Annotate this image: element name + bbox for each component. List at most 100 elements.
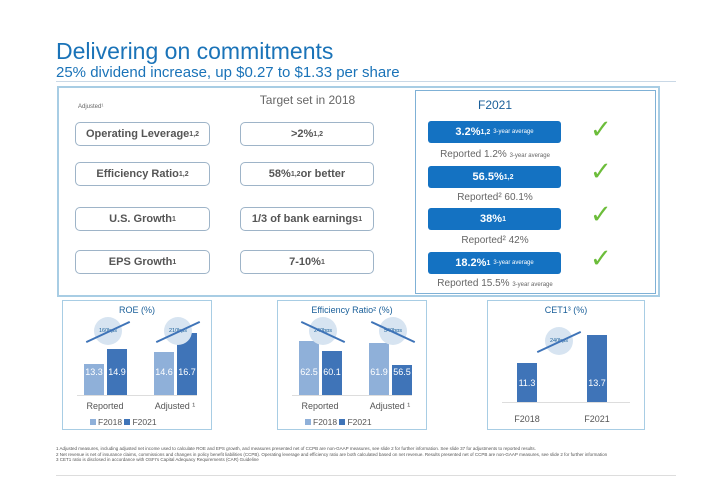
result-number: 38%	[480, 213, 503, 225]
legend-label: F2018	[98, 417, 123, 427]
result-value: 38% 1	[428, 208, 561, 230]
footnote: 1 Adjusted measures, including adjusted …	[56, 446, 536, 451]
result-value: 3.2% 1,2 3-year average	[428, 121, 561, 143]
bar-value: 14.9	[108, 367, 126, 377]
bar	[517, 363, 537, 402]
footnotes: 1 Adjusted measures, including adjusted …	[56, 446, 676, 463]
bar-value: 14.6	[155, 367, 173, 377]
legend-swatch	[339, 419, 346, 425]
bar	[84, 364, 104, 395]
footnote-ref: 1,2	[480, 128, 491, 136]
category-label: Adjusted ¹	[154, 401, 196, 411]
footnote-ref: 1	[486, 259, 491, 267]
result-note: 3-year average	[493, 260, 534, 266]
chart-title: ROE (%)	[119, 305, 155, 315]
footnote-ref: 1	[502, 215, 506, 223]
footnote-ref: 1,2	[503, 173, 514, 181]
legend: F2018 F2021	[90, 417, 157, 427]
result-value: 56.5% 1,2	[428, 166, 561, 188]
reported-value: Reported 1.2% 3-year average	[420, 149, 570, 160]
footnote-ref: 1,2	[290, 170, 301, 178]
result-note: 3-year average	[493, 129, 534, 135]
footnote-ref: 1,2	[178, 170, 189, 178]
target-text: 1/3 of bank earnings	[251, 213, 359, 225]
result-number: 56.5%	[472, 171, 504, 183]
footnote-ref: 1	[320, 258, 325, 266]
metric-label: EPS Growth 1	[75, 250, 210, 274]
chart-title: Efficiency Ratio² (%)	[311, 305, 393, 315]
metric-name: Efficiency Ratio	[96, 168, 179, 180]
footnote: 3 CET1 ratio is disclosed in accordance …	[56, 457, 259, 462]
bar-value: 62.5	[300, 367, 318, 377]
bar-value: 60.1	[323, 367, 341, 377]
x-axis	[502, 402, 630, 403]
metric-label: Operating Leverage 1,2	[75, 122, 210, 146]
target-value: 7-10% 1	[240, 250, 374, 274]
reported-text: Reported² 60.1%	[457, 192, 533, 203]
checkmark-icon: ✓	[590, 199, 612, 229]
reported-note: 3-year average	[509, 153, 550, 159]
roe-chart	[62, 300, 212, 430]
bar-value: 13.3	[85, 367, 103, 377]
x-axis	[292, 395, 412, 396]
reported-value: Reported² 60.1%	[420, 192, 570, 203]
legend-swatch	[124, 419, 131, 425]
category-label: Reported	[86, 401, 124, 411]
category-label: F2021	[584, 414, 610, 424]
bar	[299, 341, 319, 395]
footnote-ref: 1,2	[189, 130, 200, 138]
bar	[107, 349, 127, 395]
footnote-ref: 1	[358, 215, 363, 223]
divider	[56, 475, 676, 476]
legend-swatch	[305, 419, 311, 425]
category-label: Reported	[301, 401, 339, 411]
result-value: 18.2% 1 3-year average	[428, 252, 561, 274]
reported-text: Reported² 42%	[461, 235, 529, 246]
target-value: 1/3 of bank earnings 1	[240, 207, 374, 231]
commitments-panel	[57, 86, 660, 297]
legend-swatch	[90, 419, 96, 425]
footnote-ref: 1	[172, 258, 177, 266]
target-text: 7-10%	[289, 256, 321, 268]
category-label: Adjusted ¹	[369, 401, 411, 411]
bar	[154, 352, 174, 395]
legend-label: F2018	[313, 417, 338, 427]
target-suffix: or better	[300, 168, 346, 180]
x-axis	[77, 395, 197, 396]
legend-label: F2021	[347, 417, 372, 427]
metric-label: Efficiency Ratio 1,2	[75, 162, 210, 186]
divider	[56, 81, 676, 82]
f2021-header: F2021	[477, 98, 513, 112]
bar	[369, 343, 389, 395]
metric-name: Operating Leverage	[85, 128, 190, 140]
checkmark-icon: ✓	[590, 243, 612, 273]
checkmark-icon: ✓	[590, 114, 612, 144]
metric-label: U.S. Growth 1	[75, 207, 210, 231]
category-label: F2018	[514, 414, 540, 424]
reported-note: 3-year average	[512, 282, 553, 288]
bar	[322, 350, 342, 395]
bar-value: 61.9	[370, 367, 388, 377]
cet1-chart	[487, 300, 645, 430]
legend-label: F2021	[132, 417, 157, 427]
metric-name: EPS Growth	[108, 256, 173, 268]
chart-title: CET1³ (%)	[544, 305, 588, 315]
target-text: >2%	[290, 128, 314, 140]
metric-name: U.S. Growth	[109, 213, 173, 225]
efficiency-ratio-chart	[277, 300, 427, 430]
footnote-ref: 1,2	[313, 130, 324, 138]
reported-value: Reported 15.5% 3-year average	[420, 278, 570, 289]
result-number: 18.2%	[455, 257, 487, 269]
footnote-ref: 1	[172, 215, 176, 223]
bar	[177, 332, 197, 395]
bar-value: 56.5	[393, 367, 411, 377]
reported-text: Reported 15.5%	[437, 278, 510, 289]
target-value: >2% 1,2	[240, 122, 374, 146]
f2021-panel	[415, 90, 656, 294]
bar	[587, 335, 607, 402]
result-number: 3.2%	[455, 126, 481, 138]
target-value: 58% 1,2 or better	[240, 162, 374, 186]
bar-value: 13.7	[588, 378, 606, 388]
page-title: Delivering on commitments	[56, 38, 334, 64]
reported-value: Reported² 42%	[420, 235, 570, 246]
